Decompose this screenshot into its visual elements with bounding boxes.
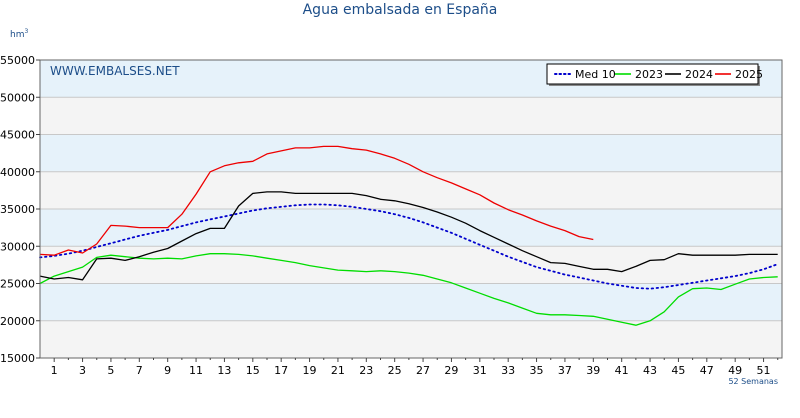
x-tick-label: 51 (757, 364, 771, 377)
x-tick-label: 35 (530, 364, 544, 377)
legend-label: 2023 (635, 68, 663, 81)
background-band (40, 134, 782, 172)
legend-box (546, 63, 759, 85)
x-tick-label: 11 (189, 364, 203, 377)
background-band (40, 283, 782, 321)
y-unit-exponent: 3 (24, 28, 29, 35)
x-tick-label: 3 (79, 364, 86, 377)
x-tick-label: 49 (728, 364, 742, 377)
x-tick-label: 9 (164, 364, 171, 377)
y-tick-label: 35000 (0, 203, 35, 216)
x-tick-label: 7 (136, 364, 143, 377)
watermark-text: WWW.EMBALSES.NET (50, 64, 180, 78)
legend-label: Med 10 (575, 68, 616, 81)
x-tick-label: 15 (246, 364, 260, 377)
x-tick-label: 41 (615, 364, 629, 377)
series-line-2024 (39, 191, 778, 281)
x-tick-label: 23 (359, 364, 373, 377)
x-tick-label: 47 (700, 364, 714, 377)
legend-label: 2025 (735, 68, 763, 81)
background-band (40, 246, 782, 284)
background-band (40, 171, 782, 209)
y-tick-label: 15000 (0, 352, 35, 365)
series-line-2023 (39, 253, 778, 326)
x-tick-label: 1 (51, 364, 58, 377)
x-tick-label: 33 (501, 364, 515, 377)
x-tick-label: 25 (388, 364, 402, 377)
background-band (40, 97, 782, 135)
y-tick-label: 40000 (0, 166, 35, 179)
axes: 15000 20000 25000 30000 35000 40000 45000 50000… (0, 54, 783, 377)
x-tick-label: 21 (331, 364, 345, 377)
chart-title: Agua embalsada en España (302, 2, 498, 18)
x-tick-label: 17 (274, 364, 288, 377)
x-tick-label: 19 (303, 364, 317, 377)
y-tick-label: 55000 (0, 54, 35, 67)
x-tick-label: 45 (671, 364, 685, 377)
y-tick-label: 20000 (0, 315, 35, 328)
y-tick-label: 30000 (0, 240, 35, 253)
x-tick-label: 27 (416, 364, 430, 377)
y-unit-label: hm3 (10, 28, 28, 40)
series-line-2025 (39, 145, 594, 256)
x-tick-label: 29 (444, 364, 458, 377)
x-axis-caption: 52 Semanas (728, 377, 778, 386)
background-band (40, 320, 782, 358)
x-tick-label: 31 (473, 364, 487, 377)
legend-label: 2024 (685, 68, 713, 81)
y-tick-label: 50000 (0, 91, 35, 104)
x-tick-label: 13 (217, 364, 231, 377)
background-bands (40, 60, 782, 358)
y-tick-label: 45000 (0, 129, 35, 142)
legend: Med 10 2023 2024 2025 (546, 63, 763, 86)
series-line-med-10 (39, 203, 779, 290)
x-tick-label: 37 (558, 364, 572, 377)
y-tick-label: 25000 (0, 278, 35, 291)
y-unit-base: hm (10, 30, 25, 40)
series-lines (39, 145, 779, 326)
x-tick-label: 5 (107, 364, 114, 377)
x-tick-label: 43 (643, 364, 657, 377)
x-tick-label: 39 (586, 364, 600, 377)
